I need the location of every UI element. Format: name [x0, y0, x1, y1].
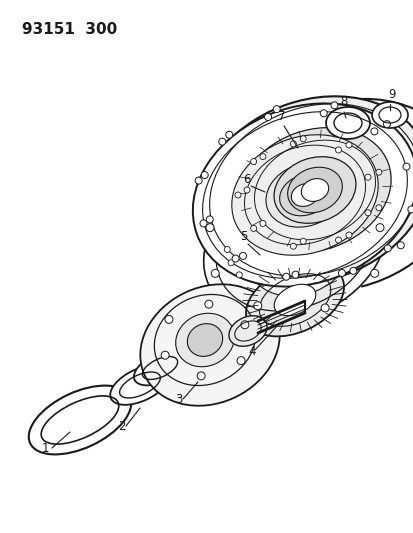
Circle shape: [225, 131, 232, 138]
Circle shape: [337, 270, 344, 277]
Circle shape: [290, 243, 296, 249]
Circle shape: [370, 269, 378, 277]
Circle shape: [164, 316, 173, 324]
Circle shape: [364, 174, 370, 180]
Circle shape: [407, 206, 413, 213]
Circle shape: [206, 224, 214, 232]
Circle shape: [375, 169, 381, 175]
Circle shape: [299, 238, 306, 244]
Text: 3: 3: [175, 393, 182, 406]
Ellipse shape: [231, 135, 377, 255]
Ellipse shape: [175, 313, 234, 367]
Circle shape: [330, 102, 337, 109]
Circle shape: [206, 216, 213, 223]
Ellipse shape: [187, 324, 222, 357]
Circle shape: [204, 300, 212, 308]
Ellipse shape: [110, 365, 169, 405]
Circle shape: [247, 183, 254, 191]
Ellipse shape: [203, 168, 385, 321]
Ellipse shape: [192, 103, 413, 287]
Circle shape: [250, 225, 256, 231]
Circle shape: [335, 237, 341, 243]
Circle shape: [250, 159, 256, 165]
Circle shape: [402, 163, 409, 170]
Circle shape: [375, 224, 383, 232]
Circle shape: [239, 253, 246, 260]
Circle shape: [291, 271, 298, 278]
Circle shape: [253, 302, 261, 310]
Ellipse shape: [28, 385, 131, 455]
Text: 4: 4: [247, 345, 255, 358]
Circle shape: [259, 154, 265, 159]
Ellipse shape: [301, 179, 328, 201]
Circle shape: [240, 321, 248, 329]
Circle shape: [228, 260, 233, 266]
Circle shape: [345, 232, 351, 238]
Circle shape: [320, 304, 328, 312]
Circle shape: [290, 141, 296, 147]
Circle shape: [396, 242, 404, 249]
Circle shape: [237, 357, 244, 365]
Circle shape: [197, 372, 205, 380]
Circle shape: [201, 172, 208, 179]
Circle shape: [236, 272, 242, 278]
Ellipse shape: [228, 316, 266, 346]
Text: 6: 6: [242, 173, 250, 186]
Circle shape: [211, 269, 219, 277]
Ellipse shape: [273, 284, 315, 316]
Ellipse shape: [246, 204, 352, 296]
Circle shape: [161, 351, 169, 359]
Circle shape: [195, 177, 202, 184]
Circle shape: [335, 147, 341, 153]
Circle shape: [259, 221, 265, 227]
Ellipse shape: [287, 167, 342, 213]
Circle shape: [199, 220, 206, 227]
Text: 9: 9: [387, 88, 394, 101]
Text: 8: 8: [339, 95, 347, 108]
Ellipse shape: [279, 174, 330, 216]
Circle shape: [375, 205, 381, 211]
Circle shape: [382, 120, 389, 127]
Text: 1: 1: [42, 442, 50, 455]
Circle shape: [313, 176, 321, 184]
Circle shape: [232, 255, 238, 262]
Ellipse shape: [325, 107, 369, 139]
Circle shape: [243, 187, 249, 193]
Ellipse shape: [134, 351, 185, 385]
Circle shape: [349, 268, 356, 274]
Ellipse shape: [140, 284, 279, 406]
Circle shape: [218, 138, 225, 145]
Ellipse shape: [291, 183, 318, 206]
Circle shape: [273, 106, 280, 112]
Ellipse shape: [371, 102, 407, 128]
Circle shape: [224, 247, 230, 253]
Text: 2: 2: [118, 420, 125, 433]
Circle shape: [235, 192, 240, 198]
Circle shape: [383, 245, 390, 252]
Circle shape: [364, 210, 370, 216]
Text: 5: 5: [240, 230, 247, 243]
Circle shape: [370, 128, 377, 135]
Circle shape: [282, 273, 289, 280]
Circle shape: [320, 110, 326, 117]
Ellipse shape: [273, 157, 355, 223]
Text: 93151  300: 93151 300: [22, 22, 117, 37]
Circle shape: [345, 142, 351, 148]
Circle shape: [264, 114, 271, 120]
Circle shape: [299, 136, 306, 142]
Text: 7: 7: [277, 110, 285, 123]
Ellipse shape: [265, 163, 343, 227]
Ellipse shape: [238, 127, 390, 252]
Circle shape: [362, 203, 370, 211]
Ellipse shape: [199, 96, 413, 284]
Ellipse shape: [245, 264, 343, 336]
